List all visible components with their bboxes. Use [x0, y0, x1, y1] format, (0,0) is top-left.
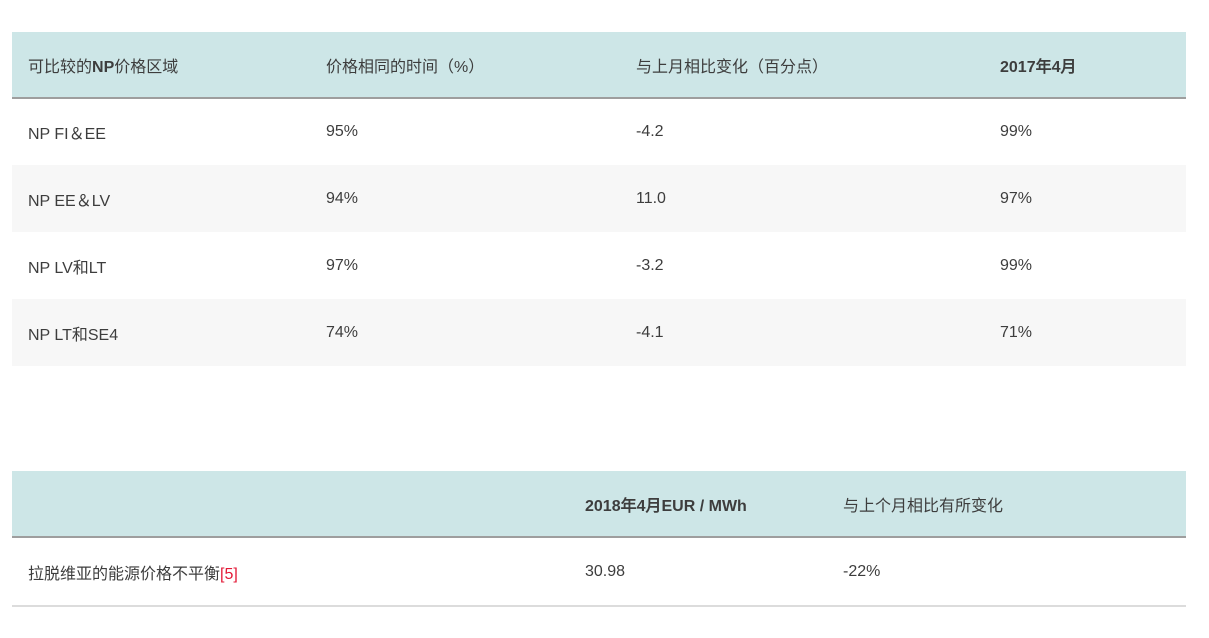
cell-same-price-time: 94%	[310, 165, 620, 232]
cell-change: -4.2	[636, 123, 664, 140]
cell-area: NP FI＆EE	[28, 126, 106, 143]
col-header-comparable-np-areas: 可比较的NP价格区域	[12, 32, 310, 99]
cell-april-2017: 99%	[1000, 256, 1033, 274]
col-header-change-vs-last-month: 与上月相比变化（百分点）	[620, 32, 984, 99]
header-np-bold: NP	[92, 58, 115, 76]
table-row: NP EE＆LV 94% 11.0 97%	[12, 165, 1186, 232]
table-row: 拉脱维亚的能源价格不平衡[5] 30.98 -22%	[12, 537, 1186, 607]
imbalance-label-text: 拉脱维亚的能源价格不平衡	[28, 565, 221, 583]
imbalance-table-body: 拉脱维亚的能源价格不平衡[5] 30.98 -22%	[12, 537, 1186, 607]
cell-area: NP EE＆LV	[12, 165, 310, 232]
cell-same-price-time: 95%	[326, 123, 359, 140]
col-header-april-2018-eur-mwh: 2018年4月EUR / MWh	[569, 471, 827, 538]
content-area: 可比较的NP价格区域 价格相同的时间（%） 与上月相比变化（百分点） 2017年…	[12, 32, 1186, 607]
cell-april-2017: 99%	[1000, 123, 1033, 140]
cell-area: NP LV和LT	[28, 259, 107, 277]
footnote-5-link[interactable]: [5]	[220, 565, 238, 583]
col-header-empty	[12, 471, 569, 538]
cell-same-price-time: 97%	[326, 256, 359, 274]
cell-change: 11.0	[620, 165, 984, 232]
cell-imbalance-value: 30.98	[569, 537, 827, 607]
cell-change: -4.1	[620, 299, 984, 366]
cell-imbalance-change: -22%	[827, 537, 1186, 607]
np-table-header: 可比较的NP价格区域 价格相同的时间（%） 与上月相比变化（百分点） 2017年…	[12, 32, 1186, 99]
cell-imbalance-label: 拉脱维亚的能源价格不平衡[5]	[12, 537, 569, 607]
table-row: NP LT和SE4 74% -4.1 71%	[12, 299, 1186, 366]
cell-change: -3.2	[636, 256, 664, 274]
header-text-segment: 价格区域	[114, 58, 179, 76]
cell-april-2017: 71%	[984, 299, 1186, 366]
cell-same-price-time: 74%	[310, 299, 620, 366]
table-row: NP LV和LT 97% -3.2 99%	[12, 232, 1186, 299]
col-header-april-2017: 2017年4月	[984, 32, 1186, 99]
imbalance-table-header: 2018年4月EUR / MWh 与上个月相比有所变化	[12, 471, 1186, 538]
table-row: NP FI＆EE 95% -4.2 99%	[12, 98, 1186, 165]
header-row: 可比较的NP价格区域 价格相同的时间（%） 与上月相比变化（百分点） 2017年…	[12, 32, 1186, 99]
col-header-change-vs-previous-month: 与上个月相比有所变化	[827, 471, 1186, 538]
np-table-body: NP FI＆EE 95% -4.2 99% NP EE＆LV 94% 11.0 …	[12, 98, 1186, 366]
latvia-imbalance-price-table: 2018年4月EUR / MWh 与上个月相比有所变化 拉脱维亚的能源价格不平衡…	[12, 471, 1186, 607]
cell-april-2017: 97%	[984, 165, 1186, 232]
col-header-same-price-time: 价格相同的时间（%）	[310, 32, 620, 99]
header-text-segment: 可比较的	[28, 58, 93, 76]
header-row: 2018年4月EUR / MWh 与上个月相比有所变化	[12, 471, 1186, 538]
np-price-areas-table: 可比较的NP价格区域 价格相同的时间（%） 与上月相比变化（百分点） 2017年…	[12, 32, 1186, 366]
cell-area: NP LT和SE4	[12, 299, 310, 366]
